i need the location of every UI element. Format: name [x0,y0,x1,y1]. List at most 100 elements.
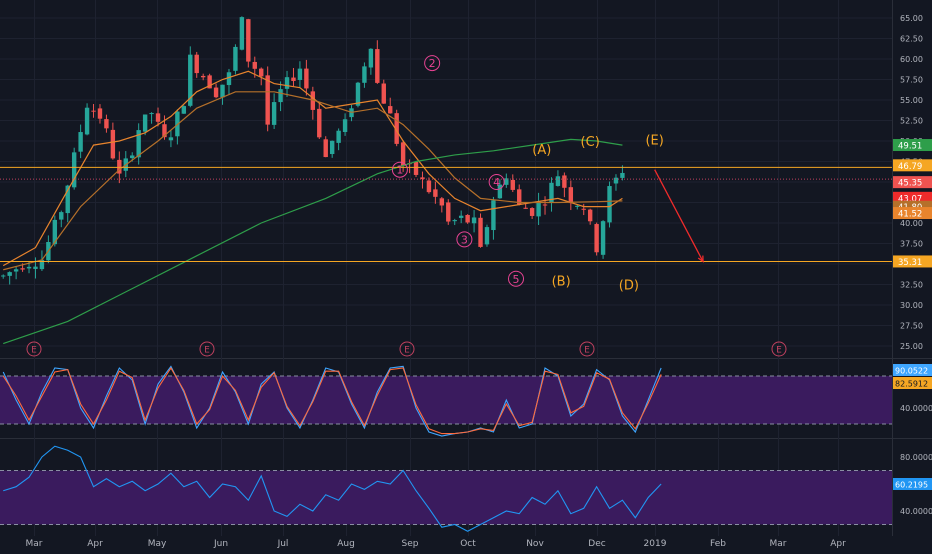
candle-body [355,82,361,106]
price-label-box [893,159,932,172]
x-tick-label: Feb [710,539,726,549]
candle-body [465,214,470,223]
grid [0,0,932,536]
projection-arrow-head [697,255,704,263]
rsi-value-box [893,478,932,490]
price-label-box [893,207,932,220]
candle-body [155,113,161,122]
x-tick-label: May [148,539,167,549]
x-tick-label: Dec [588,539,605,549]
price-label: 43.07 [898,194,922,204]
candles [1,16,625,285]
stochastic-pane[interactable]: 40.0000 90.0522 82.5912 [0,364,932,437]
candle-body [310,91,316,110]
price-label: 35.31 [898,258,922,268]
wave-label: (C) [581,135,600,150]
candle-body [194,54,199,74]
candle-body [555,176,561,186]
axes: Mar Apr May Jun Jul Aug Sep Oct Nov Dec 2019 Feb Mar… [26,14,932,549]
candle-body [213,87,219,98]
wave-label: (D) [619,279,639,294]
y-tick-label: 65.00 [900,14,923,23]
candle-body [542,204,548,206]
wave-label: (A) [532,143,551,158]
y-tick-label: 25.00 [900,342,923,351]
wave-label: 3 [461,233,468,246]
candle-body [536,202,541,217]
candle-body [104,119,109,129]
earnings-marker-label: E [776,346,782,356]
candle-body [239,17,245,50]
candle-body [220,84,225,98]
price-label-box [893,255,932,268]
candle-body [529,208,535,216]
candle-body [517,189,522,205]
candle-body [142,114,148,132]
price-label-box [893,139,932,152]
candle-body [291,77,296,81]
earnings-marker-label: E [31,346,37,356]
candle-body [226,72,232,86]
y-tick-label: 60.00 [900,55,923,64]
x-tick-label: Nov [526,539,544,549]
wave-label: 5 [513,273,520,286]
candle-body [284,77,290,89]
candle-body [568,187,574,204]
y-tick-label: 52.50 [900,117,923,126]
candle-body [207,75,212,89]
earnings-marker [771,341,787,357]
candle-body [394,113,399,144]
earnings-marker [26,341,42,357]
candle-body [587,209,593,222]
candle-body [130,155,135,159]
earnings-marker [399,341,415,357]
candle-body [252,61,257,69]
candle-body [523,207,528,209]
rsi-value-label: 60.2195 [895,481,928,490]
candle-body [491,200,496,231]
candle-body [452,220,457,222]
candle-body [336,130,341,143]
x-tick-label: Mar [770,539,787,549]
x-tick-label: Sep [402,539,419,549]
candle-body [478,217,483,247]
y-tick-label: 62.50 [900,35,923,44]
candle-body [600,221,606,255]
x-tick-label: Apr [87,539,103,549]
y-tick-label: 30.00 [900,301,923,310]
candle-body [471,217,477,224]
candle-body [33,266,38,269]
candle-body [149,113,154,115]
rsi-band [0,470,892,525]
y-tick-label: 57.50 [900,76,923,85]
candle-body [304,68,309,89]
candle-body [59,212,64,220]
stoch-value-label: 82.5912 [895,380,928,389]
candle-body [388,106,393,114]
wave-label-circle [456,231,473,248]
candle-body [84,107,90,135]
price-pane[interactable]: 1 2 3 4 5 (A) (B) (C) (D) (E) E E E E E [0,16,892,357]
candle-body [433,189,438,197]
candle-body [484,227,490,245]
earnings-marker-label: E [404,346,410,356]
price-label: 46.79 [898,162,922,172]
wave-label-circle [391,161,408,178]
candle-body [317,108,322,138]
candle-body [271,102,277,125]
candle-body [162,124,167,138]
candle-body [562,175,567,188]
rsi-pane[interactable]: 80.0000 40.0000 60.2195 [0,445,932,532]
wave-label: 2 [429,57,436,70]
wave-label: 1 [396,164,403,177]
candle-body [381,83,386,104]
candle-body [594,224,599,253]
candle-body [575,205,580,207]
candle-body [342,119,348,133]
candle-body [136,130,141,158]
earnings-marker-label: E [584,346,590,356]
candle-body [278,89,283,103]
wave-label: (E) [645,133,663,148]
